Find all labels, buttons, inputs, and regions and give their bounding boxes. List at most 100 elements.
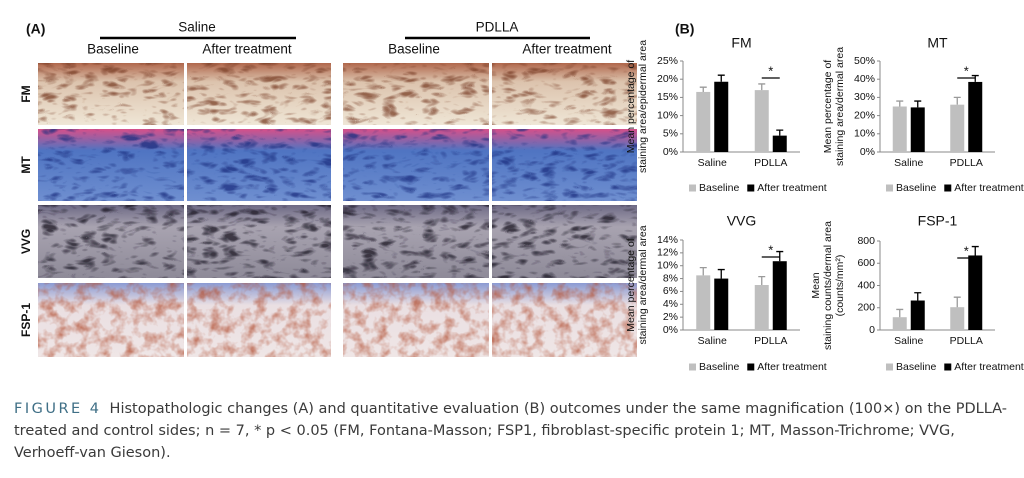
histology-texture	[187, 129, 331, 201]
y-axis-label: Mean percentage of	[822, 60, 834, 153]
y-tick-label: 0%	[663, 324, 678, 336]
legend-label: After treatment	[757, 182, 827, 194]
chart-title: MT	[927, 35, 948, 51]
y-tick-label: 15%	[657, 91, 678, 103]
y-axis-label: Mean percentage of	[625, 238, 637, 331]
x-tick-label: PDLLA	[754, 335, 787, 347]
error-bar	[699, 86, 707, 92]
y-axis-label: (counts/mm²)	[834, 255, 846, 317]
bar	[968, 255, 983, 330]
histology-texture	[343, 283, 489, 357]
error-bar	[896, 100, 904, 107]
bar	[714, 278, 729, 330]
bar	[950, 307, 965, 330]
row-label: FSP-1	[19, 303, 33, 337]
error-bar	[758, 83, 766, 91]
y-tick-label: 800	[857, 235, 875, 247]
y-axis-label: Mean	[810, 272, 822, 298]
histology-texture	[187, 205, 331, 278]
error-bar	[758, 275, 766, 285]
y-tick-label: 6%	[663, 285, 678, 297]
y-tick-label: 5%	[663, 128, 678, 140]
group-label: PDLLA	[476, 20, 519, 35]
bar	[754, 90, 769, 152]
y-axis-label: staining area/dermal area	[637, 225, 649, 344]
x-tick-label: Saline	[698, 335, 727, 347]
y-tick-label: 30%	[854, 91, 875, 103]
histology-texture	[187, 283, 331, 357]
y-tick-label: 4%	[663, 298, 678, 310]
y-tick-label: 2%	[663, 311, 678, 323]
legend-swatch	[689, 184, 696, 192]
y-tick-label: 10%	[854, 128, 875, 140]
histology-texture	[492, 63, 637, 125]
x-tick-label: PDLLA	[950, 335, 983, 347]
error-bar	[971, 245, 979, 256]
y-tick-label: 8%	[663, 272, 678, 284]
histology-texture	[343, 63, 489, 125]
caption-text: Histopathologic changes (A) and quantita…	[14, 401, 1007, 461]
legend-swatch	[747, 184, 755, 192]
bar	[714, 81, 729, 152]
bar	[968, 81, 983, 152]
panel-label: (B)	[675, 21, 694, 37]
chart-title: FSP-1	[918, 213, 958, 229]
error-bar	[896, 308, 904, 318]
y-tick-label: 0%	[663, 146, 678, 158]
error-bar	[717, 74, 725, 82]
histology-texture	[492, 283, 637, 357]
error-bar	[953, 296, 961, 308]
legend-label: After treatment	[954, 182, 1024, 194]
legend-label: After treatment	[757, 361, 827, 373]
error-bar	[914, 100, 922, 108]
column-label: After treatment	[522, 42, 612, 57]
y-tick-label: 400	[857, 279, 875, 291]
histology-texture	[187, 63, 331, 125]
y-tick-label: 10%	[657, 109, 678, 121]
histology-texture	[343, 205, 489, 278]
bar	[910, 107, 925, 152]
legend-label: Baseline	[699, 182, 739, 194]
histology-texture	[343, 129, 489, 201]
x-tick-label: Saline	[894, 335, 923, 347]
y-tick-label: 50%	[854, 55, 875, 67]
histology-texture	[38, 129, 184, 201]
error-bar	[717, 268, 725, 279]
y-tick-label: 0%	[860, 146, 875, 158]
x-tick-label: Saline	[698, 157, 727, 169]
error-bar	[971, 74, 979, 82]
significance-mark: *	[768, 242, 773, 257]
histology-texture	[492, 205, 637, 278]
y-tick-label: 25%	[657, 55, 678, 67]
bar	[892, 106, 907, 152]
bar	[892, 317, 907, 330]
legend-swatch	[747, 363, 755, 371]
y-tick-label: 0	[869, 324, 875, 336]
panel-label: (A)	[26, 21, 45, 37]
error-bar	[914, 292, 922, 301]
chart-title: FM	[731, 35, 751, 51]
y-tick-label: 600	[857, 257, 875, 269]
y-axis-label: Mean percentage of	[625, 60, 637, 153]
x-tick-label: Saline	[894, 157, 923, 169]
caption: FIGURE 4 Histopathologic changes (A) and …	[14, 398, 1014, 464]
legend-label: After treatment	[954, 361, 1024, 373]
bar	[772, 135, 787, 152]
row-label: FM	[19, 85, 33, 102]
column-label: After treatment	[202, 42, 292, 57]
bar	[696, 91, 711, 152]
figure-label: FIGURE 4	[14, 401, 102, 417]
x-tick-label: PDLLA	[754, 157, 787, 169]
column-label: Baseline	[87, 42, 139, 57]
group-label: Saline	[178, 20, 216, 35]
column-label: Baseline	[388, 42, 440, 57]
legend-label: Baseline	[699, 361, 739, 373]
y-tick-label: 10%	[657, 259, 678, 271]
row-label: MT	[19, 156, 33, 174]
error-bar	[953, 96, 961, 105]
legend-swatch	[886, 184, 893, 192]
chart-title: VVG	[727, 213, 757, 229]
y-tick-label: 14%	[657, 234, 678, 246]
y-tick-label: 12%	[657, 247, 678, 259]
